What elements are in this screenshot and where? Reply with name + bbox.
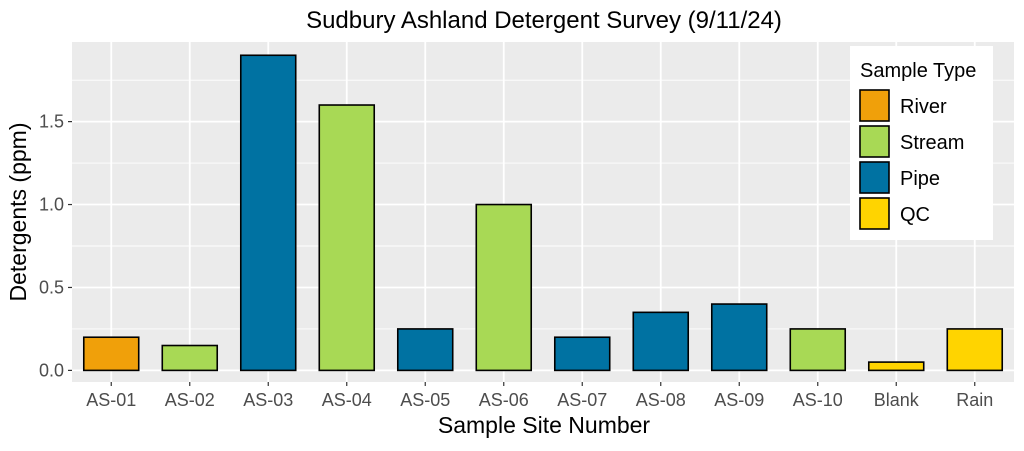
- x-tick-label: AS-09: [714, 390, 764, 410]
- bar-as-08: [632, 311, 690, 372]
- x-tick-label: AS-08: [636, 390, 686, 410]
- x-tick-label: AS-01: [86, 390, 136, 410]
- x-axis: AS-01 AS-02 AS-03 AS-04 AS-05 AS-06 AS-07 AS-08…: [86, 382, 993, 410]
- x-tick-label: AS-10: [793, 390, 843, 410]
- legend: Sample Type River Stream Pipe QC: [850, 46, 993, 240]
- y-tick-label: 0.0: [39, 360, 64, 380]
- legend-label: Stream: [900, 132, 964, 154]
- y-tick-label: 1.5: [39, 112, 64, 132]
- bar-as-05: [396, 328, 454, 372]
- bar-as-01: [82, 336, 140, 372]
- bar-as-07: [553, 336, 611, 372]
- bar-as-10: [789, 328, 847, 372]
- legend-swatch-qc: [859, 197, 890, 230]
- legend-swatch-stream: [859, 125, 890, 158]
- x-tick-label: AS-04: [322, 390, 372, 410]
- x-tick-label: AS-05: [400, 390, 450, 410]
- bar-as-02: [161, 344, 219, 372]
- legend-label: QC: [900, 204, 930, 226]
- legend-label: Pipe: [900, 168, 940, 190]
- bar-as-09: [710, 303, 768, 372]
- x-tick-label: AS-03: [243, 390, 293, 410]
- bar-as-06: [475, 203, 533, 372]
- x-tick-label: Blank: [874, 390, 920, 410]
- legend-swatch-pipe: [859, 161, 890, 194]
- bar-as-04: [318, 104, 376, 372]
- y-tick-label: 0.5: [39, 277, 64, 297]
- y-axis: 0.0 0.5 1.0 1.5: [39, 112, 72, 380]
- bar-as-03: [239, 54, 297, 372]
- bar-blank: [867, 361, 925, 372]
- x-tick-label: Rain: [956, 390, 993, 410]
- x-axis-title: Sample Site Number: [438, 412, 651, 438]
- chart-title: Sudbury Ashland Detergent Survey (9/11/2…: [306, 7, 782, 34]
- x-tick-label: AS-07: [557, 390, 607, 410]
- bars: [82, 54, 1004, 372]
- y-tick-label: 1.0: [39, 195, 64, 215]
- x-tick-label: AS-02: [165, 390, 215, 410]
- legend-swatch-river: [859, 89, 890, 122]
- x-tick-label: AS-06: [479, 390, 529, 410]
- y-axis-title: Detergents (ppm): [5, 123, 31, 302]
- legend-title: Sample Type: [860, 60, 976, 82]
- legend-label: River: [900, 96, 947, 118]
- legend-items: River Stream Pipe QC: [859, 89, 964, 230]
- bar-rain: [946, 328, 1004, 372]
